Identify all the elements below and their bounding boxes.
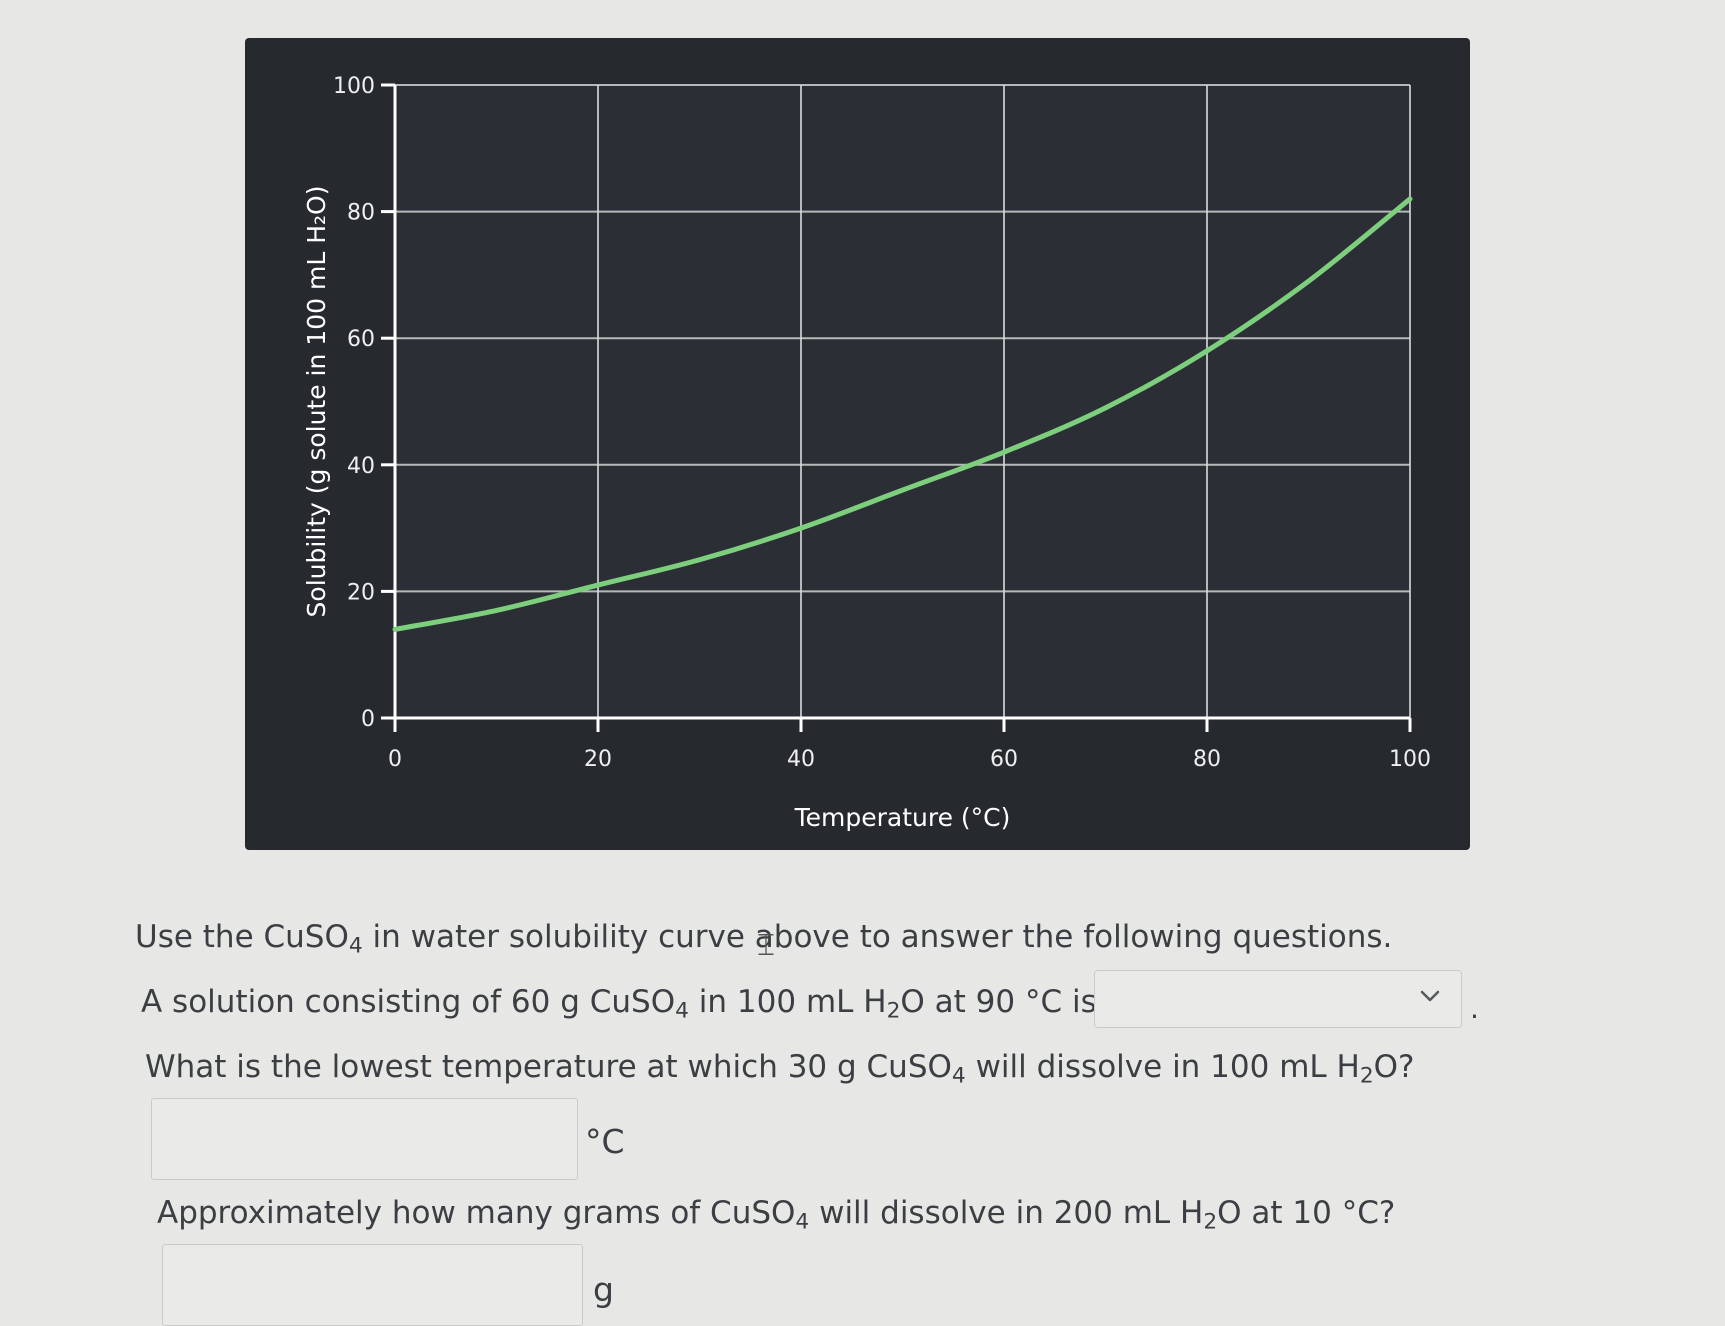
question-3: Approximately how many grams of CuSO4 wi… <box>157 1198 1395 1229</box>
q3-sub1: 4 <box>795 1209 809 1234</box>
ibeam-cursor-icon: ⌶ <box>757 928 775 963</box>
y-tick-label: 0 <box>361 707 375 732</box>
q3-unit-label: g <box>593 1270 614 1309</box>
q2-sub1: 4 <box>952 1063 966 1088</box>
solubility-chart: 0 20 40 60 80 100 0 20 40 60 80 100 Temperature (°C)… <box>245 38 1470 850</box>
q2-text-a: What is the lowest temperature at which … <box>145 1049 952 1085</box>
intro-text-b: in water solubility curve above to answe… <box>363 919 1393 955</box>
x-tick-label: 100 <box>1389 747 1431 772</box>
q1-period: . <box>1470 992 1479 1025</box>
q1-sub2: 2 <box>887 998 901 1023</box>
q3-text-a: Approximately how many grams of CuSO <box>157 1195 795 1231</box>
plot-area <box>395 85 1410 718</box>
chart-grid <box>395 85 1410 718</box>
question-1: A solution consisting of 60 g CuSO4 in 1… <box>141 987 1097 1018</box>
intro-sub: 4 <box>349 933 363 958</box>
x-tick-label: 60 <box>990 747 1018 772</box>
y-tick-label: 60 <box>347 327 375 352</box>
q3-text-c: O at 10 °C? <box>1217 1195 1395 1231</box>
question-2: What is the lowest temperature at which … <box>145 1052 1415 1083</box>
q3-text-b: will dissolve in 200 mL H <box>809 1195 1203 1231</box>
x-tick-label: 40 <box>787 747 815 772</box>
intro-text-a: Use the CuSO <box>135 919 349 955</box>
x-tick-label: 20 <box>584 747 612 772</box>
q2-unit-label: °C <box>585 1122 625 1161</box>
q1-text-b: in 100 mL H <box>689 984 887 1020</box>
q2-text-b: will dissolve in 100 mL H <box>966 1049 1360 1085</box>
q3-sub2: 2 <box>1203 1209 1217 1234</box>
q2-text-c: O? <box>1374 1049 1415 1085</box>
q1-text-a: A solution consisting of 60 g CuSO <box>141 984 675 1020</box>
q3-grams-input[interactable] <box>162 1244 583 1326</box>
x-tick-label: 80 <box>1193 747 1221 772</box>
q2-temperature-input[interactable] <box>151 1098 578 1180</box>
y-tick-label: 40 <box>347 454 375 479</box>
q1-text-c: O at 90 °C is <box>900 984 1096 1020</box>
q1-state-select[interactable] <box>1094 970 1462 1028</box>
x-axis-title: Temperature (°C) <box>794 803 1011 832</box>
y-tick-label: 80 <box>347 201 375 226</box>
y-tick-label: 100 <box>333 74 375 99</box>
y-axis-title: Solubility (g solute in 100 mL H₂O) <box>302 186 331 618</box>
y-tick-label: 20 <box>347 580 375 605</box>
x-tick-label: 0 <box>388 747 402 772</box>
q1-sub1: 4 <box>675 998 689 1023</box>
chart-svg: 0 20 40 60 80 100 0 20 40 60 80 100 Temperature (°C)… <box>245 38 1470 850</box>
chevron-down-icon <box>1417 983 1443 1009</box>
q2-sub2: 2 <box>1360 1063 1374 1088</box>
